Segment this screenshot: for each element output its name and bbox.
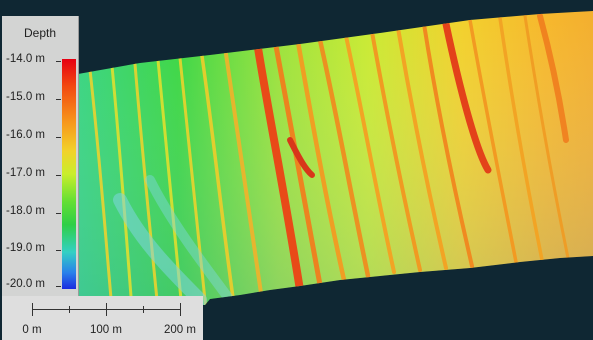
scale-bar-minor-tick bbox=[143, 306, 144, 313]
scale-bar-minor-tick bbox=[69, 306, 70, 313]
scale-label: 0 m bbox=[22, 324, 42, 336]
legend-tick-mark bbox=[56, 213, 61, 214]
legend-tick-label: -19.0 m bbox=[6, 242, 45, 254]
legend-title: Depth bbox=[23, 26, 57, 40]
scale-bar-tick bbox=[180, 303, 181, 316]
depth-legend: Depth -14.0 m -15.0 m -16.0 m -17.0 m -1… bbox=[2, 16, 79, 296]
depth-color-ramp bbox=[62, 59, 76, 289]
legend-tick-label: -14.0 m bbox=[6, 53, 45, 65]
legend-tick-mark bbox=[56, 175, 61, 176]
legend-tick-label: -18.0 m bbox=[6, 205, 45, 217]
scale-label: 100 m bbox=[90, 324, 122, 336]
legend-tick-mark bbox=[56, 61, 61, 62]
scale-bar-tick bbox=[32, 303, 33, 316]
legend-tick-label: -15.0 m bbox=[6, 91, 45, 103]
legend-tick-mark bbox=[56, 137, 61, 138]
legend-tick-mark bbox=[56, 286, 61, 287]
scale-label: 200 m bbox=[164, 324, 196, 336]
legend-tick-mark bbox=[56, 99, 61, 100]
scale-bar: 0 m 100 m 200 m bbox=[2, 296, 203, 340]
legend-tick-label: -20.0 m bbox=[6, 278, 45, 290]
legend-tick-label: -17.0 m bbox=[6, 167, 45, 179]
legend-tick-mark bbox=[56, 250, 61, 251]
legend-tick-label: -16.0 m bbox=[6, 129, 45, 141]
scale-bar-tick bbox=[106, 303, 107, 316]
